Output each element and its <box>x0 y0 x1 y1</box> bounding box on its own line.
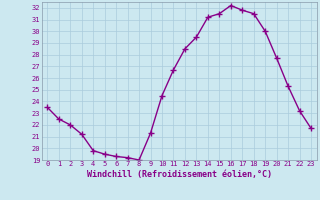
X-axis label: Windchill (Refroidissement éolien,°C): Windchill (Refroidissement éolien,°C) <box>87 170 272 179</box>
